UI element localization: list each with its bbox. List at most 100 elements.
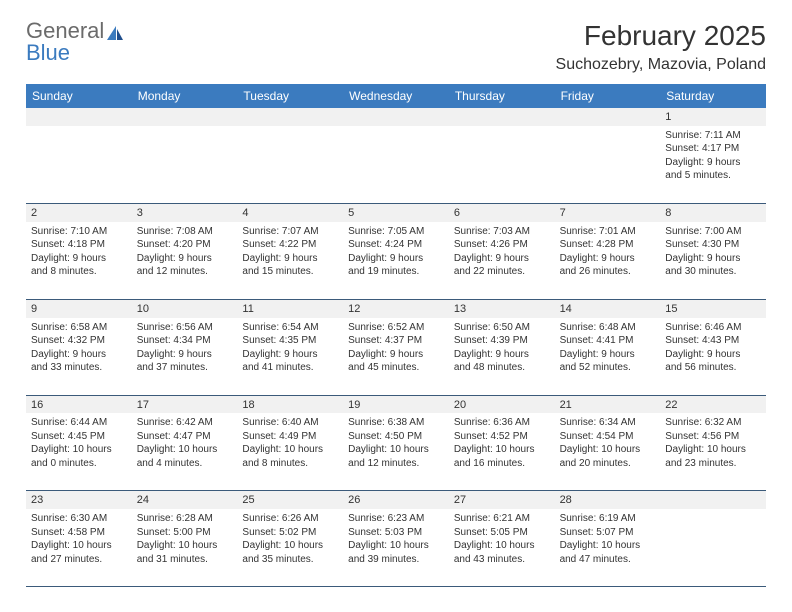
day-d2: and 15 minutes. [242,265,338,279]
day-sunset: Sunset: 4:18 PM [31,238,127,252]
day-cell: Sunrise: 6:52 AMSunset: 4:37 PMDaylight:… [343,318,449,396]
day-cell: Sunrise: 6:30 AMSunset: 4:58 PMDaylight:… [26,509,132,587]
day-sunset: Sunset: 4:54 PM [560,430,656,444]
day-cell: Sunrise: 6:34 AMSunset: 4:54 PMDaylight:… [555,413,661,491]
day-number: 10 [132,300,238,318]
day-number: 7 [555,204,661,222]
day-sunset: Sunset: 4:47 PM [137,430,233,444]
day-d1: Daylight: 10 hours [137,539,233,553]
day-number: 4 [237,204,343,222]
day-number-row: 16171819202122 [26,396,766,414]
day-d1: Daylight: 9 hours [665,348,761,362]
day-sunrise: Sunrise: 6:40 AM [242,416,338,430]
day-d2: and 4 minutes. [137,457,233,471]
day-number: 28 [555,491,661,509]
day-cell: Sunrise: 6:32 AMSunset: 4:56 PMDaylight:… [660,413,766,491]
day-d1: Daylight: 10 hours [242,539,338,553]
day-d1: Daylight: 10 hours [665,443,761,457]
empty-cell [132,126,238,204]
day-number: 8 [660,204,766,222]
day-cell: Sunrise: 6:23 AMSunset: 5:03 PMDaylight:… [343,509,449,587]
day-d2: and 12 minutes. [348,457,444,471]
day-d1: Daylight: 9 hours [242,252,338,266]
day-d1: Daylight: 10 hours [348,539,444,553]
day-sunset: Sunset: 5:02 PM [242,526,338,540]
day-d1: Daylight: 9 hours [137,348,233,362]
day-sunset: Sunset: 4:39 PM [454,334,550,348]
day-number: 17 [132,396,238,414]
day-number: 26 [343,491,449,509]
day-d1: Daylight: 10 hours [560,443,656,457]
day-number-row: 2345678 [26,204,766,222]
day-d2: and 0 minutes. [31,457,127,471]
week-row: Sunrise: 7:11 AMSunset: 4:17 PMDaylight:… [26,126,766,204]
day-sunset: Sunset: 4:58 PM [31,526,127,540]
day-number [555,108,661,126]
day-number: 1 [660,108,766,126]
day-d2: and 39 minutes. [348,553,444,567]
day-d2: and 33 minutes. [31,361,127,375]
month-title: February 2025 [556,20,766,52]
day-sunset: Sunset: 4:56 PM [665,430,761,444]
day-d1: Daylight: 10 hours [137,443,233,457]
day-sunrise: Sunrise: 7:03 AM [454,225,550,239]
day-d1: Daylight: 9 hours [348,252,444,266]
title-block: February 2025 Suchozebry, Mazovia, Polan… [556,20,766,74]
day-sunrise: Sunrise: 7:00 AM [665,225,761,239]
day-cell: Sunrise: 6:56 AMSunset: 4:34 PMDaylight:… [132,318,238,396]
day-number: 11 [237,300,343,318]
day-sunset: Sunset: 5:03 PM [348,526,444,540]
day-sunrise: Sunrise: 6:28 AM [137,512,233,526]
day-cell: Sunrise: 6:36 AMSunset: 4:52 PMDaylight:… [449,413,555,491]
week-row: Sunrise: 6:44 AMSunset: 4:45 PM Daylight:… [26,413,766,491]
day-sunset: Sunset: 4:37 PM [348,334,444,348]
day-d2: and 16 minutes. [454,457,550,471]
day-sunset: Sunset: 4:52 PM [454,430,550,444]
day-d1: Daylight: 10 hours [454,443,550,457]
day-d1: Daylight: 9 hours [454,348,550,362]
day-sunrise: Sunrise: 7:07 AM [242,225,338,239]
day-number: 18 [237,396,343,414]
week-row: Sunrise: 6:30 AMSunset: 4:58 PMDaylight:… [26,509,766,587]
day-sunset: Sunset: 4:49 PM [242,430,338,444]
day-sunset: Sunset: 4:24 PM [348,238,444,252]
day-number: 15 [660,300,766,318]
day-number: 27 [449,491,555,509]
day-d1: Daylight: 9 hours [665,252,761,266]
day-sunrise: Sunrise: 6:56 AM [137,321,233,335]
day-sunrise: Sunrise: 6:36 AM [454,416,550,430]
day-sunrise: Sunrise: 6:50 AM [454,321,550,335]
day-d1: Daylight: 10 hours [31,539,127,553]
day-d2: and 8 minutes. [242,457,338,471]
day-d1: Daylight: 9 hours [137,252,233,266]
day-sunset: Sunset: 4:32 PM [31,334,127,348]
week-row: Sunrise: 6:58 AMSunset: 4:32 PMDaylight:… [26,318,766,396]
day-sunset: Sunset: 4:45 PM [31,430,127,444]
day-d1: Daylight: 10 hours [348,443,444,457]
day-number: 25 [237,491,343,509]
day-cell: Sunrise: 6:54 AMSunset: 4:35 PMDaylight:… [237,318,343,396]
day-number: 3 [132,204,238,222]
day-d2: and 27 minutes. [31,553,127,567]
day-sunset: Sunset: 4:30 PM [665,238,761,252]
day-sunrise: Sunrise: 6:44 AM [31,416,127,430]
day-number: 6 [449,204,555,222]
day-cell: Sunrise: 7:00 AMSunset: 4:30 PMDaylight:… [660,222,766,300]
day-d1: Daylight: 10 hours [454,539,550,553]
day-number-row: 232425262728 [26,491,766,509]
day-sunrise: Sunrise: 7:10 AM [31,225,127,239]
day-number-row: 9101112131415 [26,300,766,318]
day-sunset: Sunset: 4:35 PM [242,334,338,348]
weekday-header: SundayMondayTuesdayWednesdayThursdayFrid… [26,84,766,108]
day-sunrise: Sunrise: 6:26 AM [242,512,338,526]
day-sunrise: Sunrise: 6:19 AM [560,512,656,526]
day-sunrise: Sunrise: 6:23 AM [348,512,444,526]
empty-cell [237,126,343,204]
day-number: 16 [26,396,132,414]
weekday-label: Wednesday [343,84,449,108]
day-sunset: Sunset: 4:28 PM [560,238,656,252]
day-d2: and 5 minutes. [665,169,761,183]
day-number: 21 [555,396,661,414]
empty-cell [449,126,555,204]
day-cell: Sunrise: 7:08 AMSunset: 4:20 PMDaylight:… [132,222,238,300]
